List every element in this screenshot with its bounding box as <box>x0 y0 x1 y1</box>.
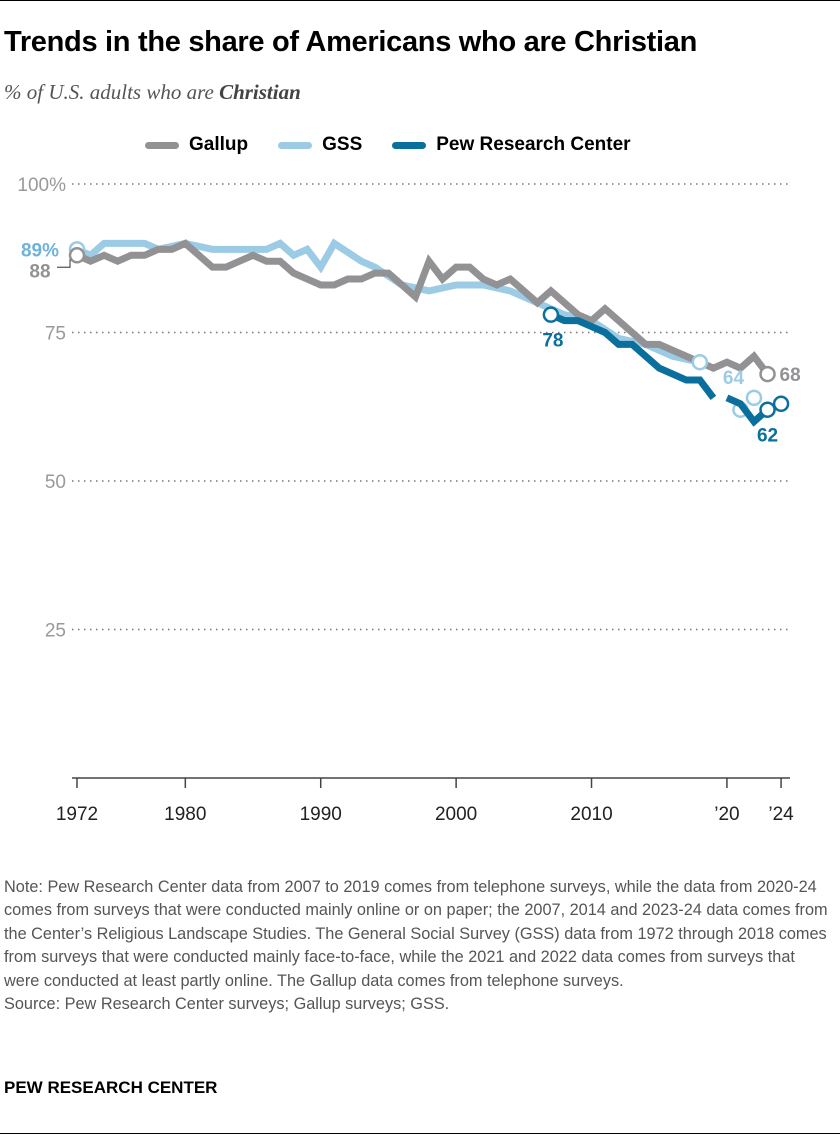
data-point <box>542 306 560 323</box>
x-tick-label: ’20 <box>714 804 739 825</box>
legend-swatch <box>278 141 313 149</box>
legend-item-gss: GSS <box>278 134 362 156</box>
data-point <box>68 247 86 264</box>
note-text: Note: Pew Research Center data from 2007… <box>4 878 828 990</box>
y-tick-label: 75 <box>45 324 66 345</box>
series-line-gallup <box>75 239 771 377</box>
data-label: 88 <box>29 261 50 282</box>
x-tick-label: 2010 <box>570 804 612 825</box>
x-tick-label: 2000 <box>435 804 477 825</box>
data-point <box>759 365 776 383</box>
line-chart: 100% 75 50 25 1972 1980 1990 2000 2010 ’20 ’24 89%8… <box>17 175 801 825</box>
data-label: 68 <box>780 365 801 386</box>
series-line-pew-research-center <box>549 311 717 400</box>
chart-note: Note: Pew Research Center data from 2007… <box>4 876 834 1016</box>
data-label: 78 <box>542 331 563 352</box>
data-point <box>745 389 763 407</box>
chart-title: Trends in the share of Americans who are… <box>4 26 698 58</box>
label-leader <box>57 259 71 268</box>
brand-footer: PEW RESEARCH CENTER <box>4 1078 218 1097</box>
y-tick-label: 100% <box>17 175 66 196</box>
legend-label: Pew Research Center <box>436 134 631 155</box>
x-tick-label: ’24 <box>768 804 794 825</box>
data-label: 62 <box>757 426 778 447</box>
legend-item-gallup: Gallup <box>145 134 248 156</box>
y-tick-label: 25 <box>45 621 66 642</box>
data-label: 64 <box>723 368 745 389</box>
legend-label: Gallup <box>189 134 249 155</box>
series-line-gss <box>75 238 701 366</box>
x-tick-label: 1990 <box>300 804 342 825</box>
bottom-rule <box>0 1133 840 1134</box>
legend-swatch <box>145 141 179 149</box>
x-tick-label: 1972 <box>56 804 98 825</box>
legend-swatch <box>392 141 427 149</box>
legend-label: GSS <box>322 134 363 155</box>
legend: Gallup GSS Pew Research Center <box>145 134 631 156</box>
top-rule <box>0 0 840 1</box>
data-label: 89% <box>21 240 59 261</box>
subtitle-text: % of U.S. adults who are <box>4 80 220 104</box>
legend-item-pew: Pew Research Center <box>392 134 631 156</box>
data-point <box>691 353 709 371</box>
x-tick-label: 1980 <box>164 804 206 825</box>
data-point <box>772 395 790 413</box>
subtitle-bold: Christian <box>219 80 301 104</box>
y-tick-label: 50 <box>45 472 66 493</box>
source-text: Source: Pew Research Center surveys; Gal… <box>4 995 450 1014</box>
data-point <box>759 401 776 418</box>
chart-subtitle: % of U.S. adults who are Christian <box>4 80 301 105</box>
